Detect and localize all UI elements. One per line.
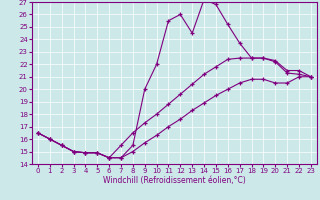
X-axis label: Windchill (Refroidissement éolien,°C): Windchill (Refroidissement éolien,°C): [103, 176, 246, 185]
